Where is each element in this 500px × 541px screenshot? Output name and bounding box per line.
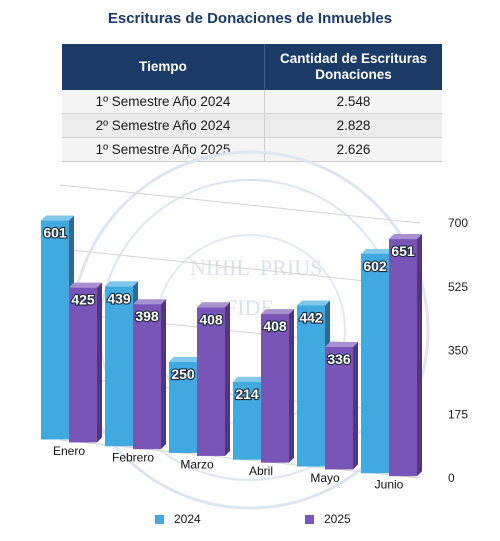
x-tick-label: Junio: [375, 478, 404, 492]
bar-top-2025-Febrero: [133, 299, 166, 305]
grid-line: [59, 248, 421, 288]
table-cell-period: 1º Semestre Año 2025: [62, 137, 265, 162]
bar-top-2024-Enero: [41, 215, 74, 221]
bar-2024-Junio: [361, 253, 389, 474]
data-label: 214: [235, 386, 259, 402]
legend-swatch: [305, 514, 314, 524]
chart-legend: 2024 2025: [0, 508, 500, 532]
y-tick-label: 525: [448, 280, 468, 294]
x-tick-label: Febrero: [112, 451, 154, 465]
table-cell-count: 2.548: [264, 90, 442, 114]
data-label: 408: [263, 318, 287, 334]
data-label: 442: [299, 309, 323, 325]
data-label: 408: [199, 311, 223, 327]
legend-item-2025: 2025: [305, 512, 351, 526]
bar-2025-Junio: [389, 239, 417, 477]
bar-2024-Abril: [233, 381, 261, 460]
bar-2024-Febrero: [105, 286, 133, 447]
data-label: 601: [43, 225, 67, 241]
x-tick-label: Abril: [249, 464, 273, 478]
bar-top-2025-Marzo: [197, 302, 230, 308]
legend-item-2024: 2024: [155, 512, 201, 526]
table-header-cantidad: Cantidad de Escrituras Donaciones: [264, 44, 442, 90]
data-label: 602: [363, 258, 387, 274]
bar-2024-Enero: [41, 220, 69, 440]
data-label: 425: [71, 292, 95, 308]
table-cell-period: 1º Semestre Año 2024: [62, 90, 265, 114]
legend-label: 2024: [174, 512, 201, 526]
data-label: 651: [391, 243, 415, 259]
bar-2024-Mayo: [297, 305, 325, 467]
bar-top-2025-Enero: [69, 282, 102, 288]
data-label: 250: [171, 366, 195, 382]
bar-side-2025-Febrero: [161, 299, 166, 450]
table-header-tiempo: Tiempo: [62, 44, 265, 90]
bar-side-2025-Enero: [97, 282, 102, 443]
bar-2025-Mayo: [325, 347, 353, 470]
data-label: 336: [327, 351, 351, 367]
bar-top-2025-Junio: [389, 234, 422, 240]
data-label: 439: [107, 290, 131, 306]
x-tick-label: Enero: [53, 444, 85, 458]
y-tick-label: 700: [448, 216, 468, 230]
table-cell-count: 2.828: [264, 113, 442, 138]
bar-side-2025-Mayo: [353, 342, 358, 470]
chart-title: Escrituras de Donaciones de Inmuebles: [107, 10, 393, 27]
bar-2025-Abril: [261, 314, 289, 463]
bar-side-2025-Abril: [289, 309, 294, 463]
legend-swatch: [155, 514, 164, 524]
table-row: 1º Semestre Año 2025 2.626: [62, 137, 442, 162]
bar-top-2024-Febrero: [105, 281, 138, 287]
bar-2024-Marzo: [169, 361, 197, 453]
bar-2025-Marzo: [197, 307, 225, 456]
legend-label: 2025: [324, 512, 351, 526]
table-row: 1º Semestre Año 2024 2.548: [62, 90, 442, 114]
bar-top-2025-Abril: [261, 309, 294, 315]
x-tick-label: Marzo: [180, 457, 214, 471]
bar-side-2025-Marzo: [225, 302, 230, 456]
x-tick-label: Mayo: [310, 471, 340, 485]
bar-top-2024-Abril: [233, 376, 266, 382]
bar-side-2025-Junio: [417, 234, 422, 477]
y-tick-label: 0: [448, 471, 455, 485]
table-header-row: Tiempo Cantidad de Escrituras Donaciones: [62, 44, 442, 90]
y-tick-label: 350: [448, 344, 468, 358]
table-cell-count: 2.626: [264, 137, 442, 162]
bar-top-2025-Mayo: [325, 342, 358, 348]
table-row: 2º Semestre Año 2024 2.828: [62, 113, 442, 138]
bar-top-2024-Mayo: [297, 300, 330, 306]
summary-table: Tiempo Cantidad de Escrituras Donaciones…: [62, 44, 442, 162]
bar-top-2024-Junio: [361, 248, 394, 254]
table-cell-period: 2º Semestre Año 2024: [62, 113, 265, 138]
bar-2025-Febrero: [133, 304, 161, 450]
y-tick-label: 175: [448, 407, 468, 421]
grid-line: [59, 184, 421, 224]
data-label: 398: [135, 308, 159, 324]
bar-top-2024-Marzo: [169, 356, 202, 362]
bar-2025-Enero: [69, 287, 97, 443]
